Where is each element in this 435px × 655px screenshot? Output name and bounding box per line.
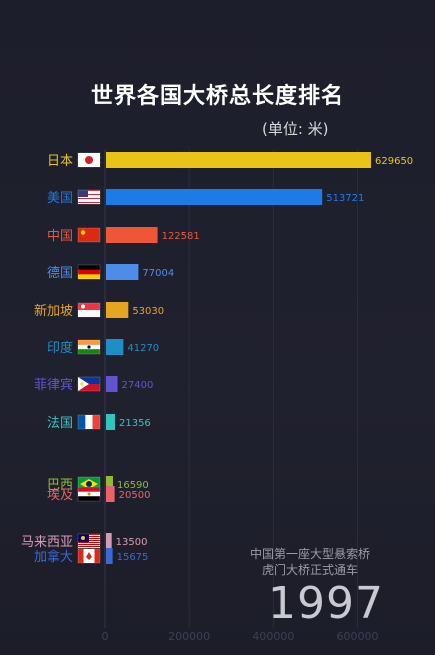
- country-flag-icon: [77, 548, 101, 564]
- bar: [106, 486, 115, 502]
- bar-value-label: 16590: [117, 480, 149, 491]
- country-flag-icon: [77, 414, 101, 430]
- x-tick-label: 600000: [337, 630, 379, 643]
- bar-value-label: 20500: [119, 490, 151, 501]
- category-label: 埃及: [47, 488, 73, 503]
- bar: [106, 376, 118, 392]
- country-flag-icon: [77, 189, 101, 205]
- bar-value-label: 21356: [119, 418, 151, 429]
- annotation-line-2: 虎门大桥正式通车: [261, 563, 358, 577]
- annotation-note: 中国第一座大型悬索桥 虎门大桥正式通车: [230, 546, 390, 578]
- country-flag-icon: [77, 376, 101, 392]
- bar: [106, 414, 115, 430]
- category-label: 马来西亚: [21, 535, 73, 550]
- bar: [106, 302, 129, 318]
- category-label: 中国: [47, 229, 73, 244]
- bar: [106, 476, 113, 492]
- bar-value-label: 27400: [122, 380, 154, 391]
- bar: [106, 264, 139, 280]
- bar-value-label: 53030: [132, 306, 164, 317]
- bar-value-label: 15675: [117, 552, 149, 563]
- year-counter: 1997: [268, 578, 384, 629]
- bar-value-label: 629650: [375, 156, 413, 167]
- x-tick-label: 400000: [252, 630, 294, 643]
- bar: [106, 227, 158, 243]
- bar-value-label: 77004: [142, 268, 174, 279]
- country-flag-icon: [77, 486, 101, 502]
- x-tick-label: 0: [102, 630, 109, 643]
- bar-value-label: 122581: [162, 231, 200, 242]
- bar-value-label: 41270: [127, 343, 159, 354]
- category-label: 巴西: [47, 478, 73, 493]
- country-flag-icon: [77, 227, 101, 243]
- bar: [106, 339, 124, 355]
- bar: [106, 548, 113, 564]
- country-flag-icon: [77, 533, 101, 549]
- category-label: 法国: [47, 416, 73, 431]
- bar: [106, 189, 323, 205]
- category-label: 美国: [47, 191, 73, 206]
- bar: [106, 152, 371, 168]
- category-label: 加拿大: [34, 549, 73, 565]
- bar: [106, 533, 112, 549]
- category-label: 新加坡: [34, 303, 73, 319]
- x-tick-label: 200000: [168, 630, 210, 643]
- annotation-line-1: 中国第一座大型悬索桥: [249, 547, 370, 561]
- bar-value-label: 513721: [326, 193, 364, 204]
- category-label: 德国: [47, 266, 73, 281]
- country-flag-icon: [77, 264, 101, 280]
- chart-unit-label: (单位: 米): [262, 120, 329, 138]
- category-label: 印度: [47, 340, 73, 356]
- bar-value-label: 13500: [116, 537, 148, 548]
- chart-title: 世界各国大桥总长度排名: [90, 84, 344, 109]
- category-label: 日本: [47, 154, 73, 169]
- country-flag-icon: [77, 339, 101, 355]
- country-flag-icon: [77, 302, 101, 318]
- category-label: 菲律宾: [34, 377, 73, 393]
- country-flag-icon: [77, 152, 101, 168]
